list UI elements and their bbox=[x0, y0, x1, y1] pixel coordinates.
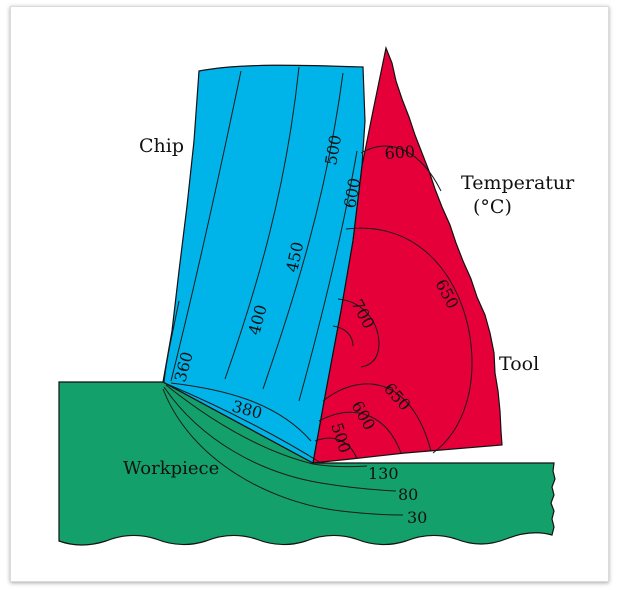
chip-isotherm-600-line bbox=[298, 150, 358, 402]
tool-label: Tool bbox=[499, 353, 539, 375]
chip-label: Chip bbox=[139, 135, 184, 157]
tool-isotherm-700-inner-line bbox=[332, 325, 354, 347]
chip-isotherm-450-line bbox=[224, 66, 300, 380]
workpiece-isotherm-30-label: 30 bbox=[407, 508, 427, 527]
workpiece-isotherm-30-line bbox=[162, 388, 404, 516]
tool-isotherm-700-line bbox=[337, 298, 380, 368]
workpiece-isotherm-80-label: 80 bbox=[398, 485, 418, 504]
chip-isotherm-380-line bbox=[170, 382, 312, 442]
tool-isotherm-600-bottom-line bbox=[318, 412, 402, 454]
tool-isotherm-500-bottom-line bbox=[314, 437, 358, 460]
tool-isotherm-650-bottom-line bbox=[322, 383, 432, 452]
workpiece-label: Workpiece bbox=[123, 458, 219, 479]
workpiece-isotherm-130-label: 130 bbox=[368, 464, 399, 483]
tool-isotherm-600-top-line bbox=[360, 145, 442, 192]
temperature-label-line1: Temperatur bbox=[461, 172, 575, 194]
chip-isotherm-400-line bbox=[170, 70, 242, 382]
temperature-label-line2: (°C) bbox=[473, 196, 512, 218]
tool-isotherm-650-line bbox=[345, 227, 473, 454]
tool-isotherm-600-top-label: 600 bbox=[384, 142, 416, 163]
tool-region bbox=[312, 45, 503, 464]
figure-frame: Chip Temperatur (°C) Tool Workpiece 400 … bbox=[10, 6, 609, 582]
workpiece-isotherm-80-line bbox=[163, 386, 397, 492]
cutting-temperature-diagram: Chip Temperatur (°C) Tool Workpiece 400 … bbox=[58, 45, 575, 546]
workpiece-isotherm-inner-line bbox=[166, 383, 322, 464]
chip-isotherm-500-line bbox=[262, 72, 344, 390]
chip-isotherm-360-line bbox=[163, 300, 180, 384]
workpiece-isotherm-130-line bbox=[165, 384, 368, 468]
workpiece-region bbox=[58, 381, 556, 546]
